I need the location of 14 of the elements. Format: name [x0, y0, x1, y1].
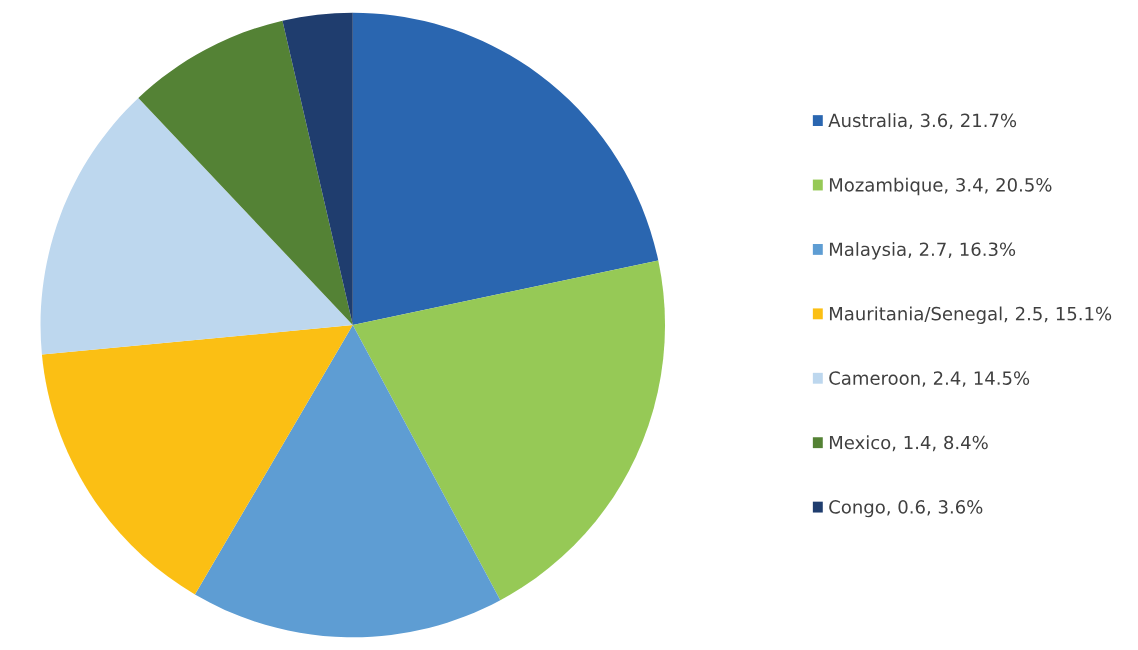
legend-label: Cameroon, 2.4, 14.5% [829, 371, 1030, 387]
legend-label: Mozambique, 3.4, 20.5% [829, 177, 1052, 196]
legend-label: Mauritania/Senegal, 2.5, 15.1% [829, 306, 1112, 324]
legend-label: Malaysia, 2.7, 16.3% [829, 242, 1016, 260]
pie-slice [194, 325, 501, 638]
pie-slice [138, 20, 353, 325]
pie-slice [352, 12, 659, 325]
legend-label: Mexico, 1.4, 8.4% [829, 435, 988, 452]
pie-slice [282, 12, 353, 325]
legend-label: Australia, 3.6, 21.7% [828, 113, 1017, 130]
legend-label: Congo, 0.6, 3.6% [829, 500, 983, 518]
pie-slice [352, 260, 666, 601]
pie-slice [41, 325, 353, 595]
pie-slice [40, 98, 353, 355]
